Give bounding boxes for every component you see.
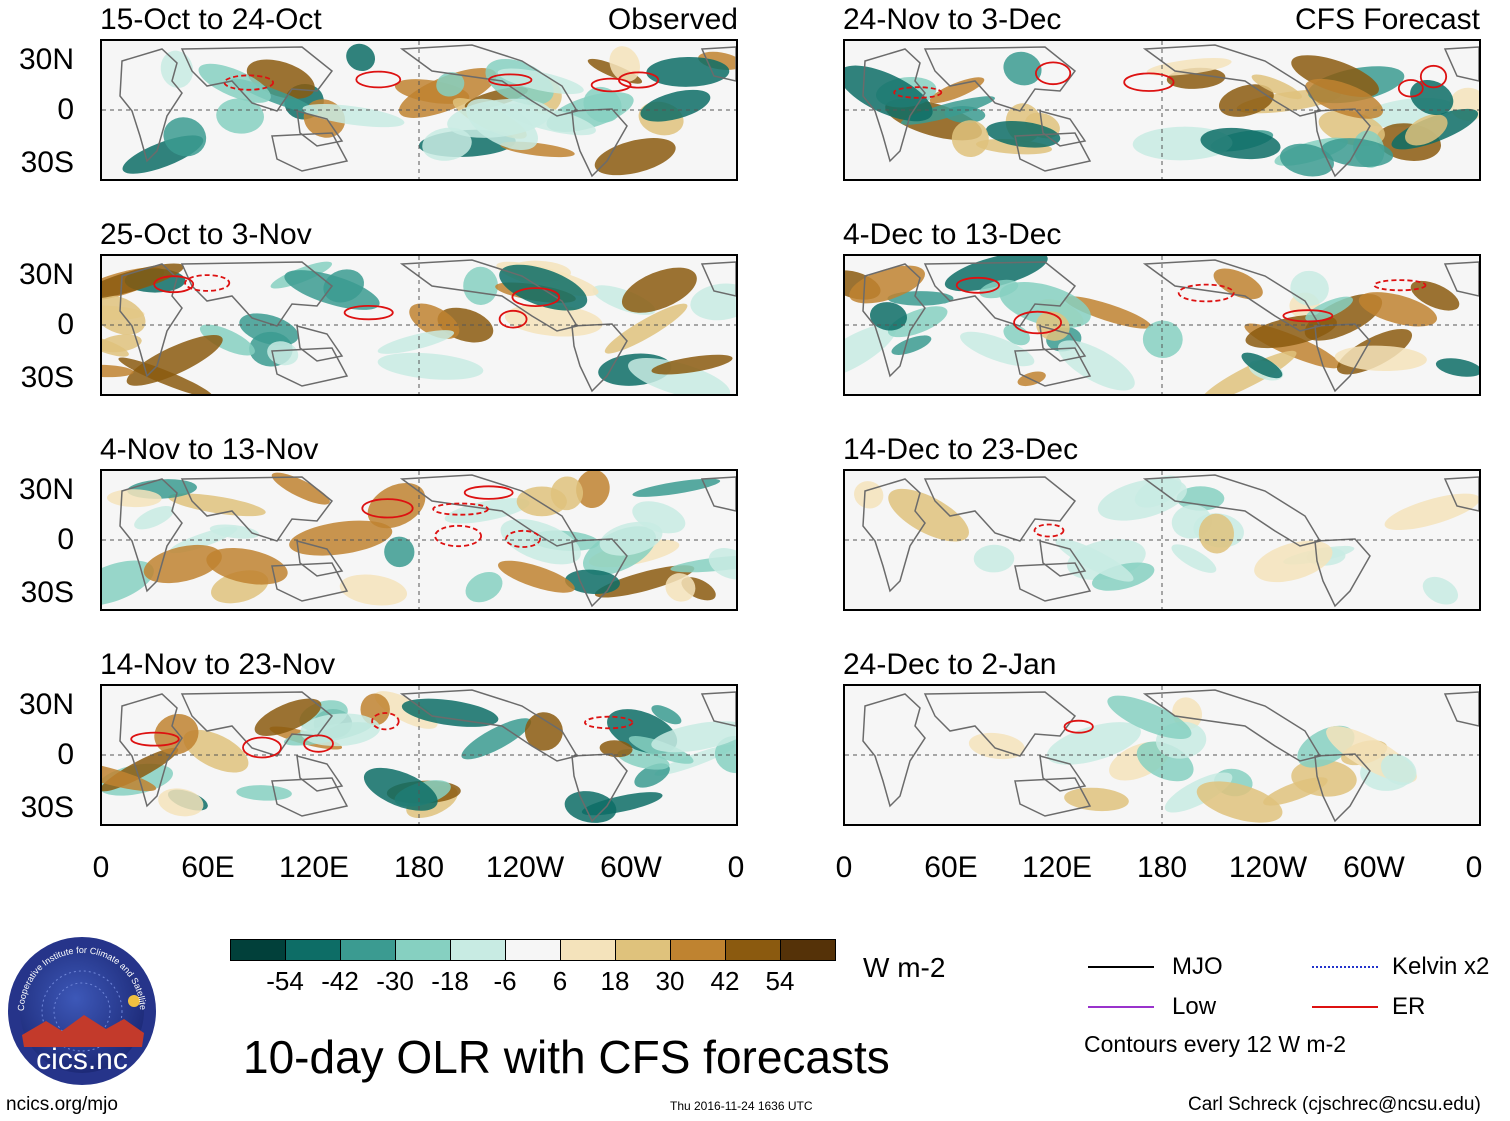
colorbar-swatch (285, 939, 341, 961)
colorbar-tick: 30 (655, 966, 685, 996)
lon-tick: 0 (727, 851, 745, 884)
olr-map (100, 39, 738, 181)
logo-text: cics.nc (36, 1043, 128, 1076)
colorbar-swatch (670, 939, 726, 961)
lat-tick: 30S (20, 791, 74, 824)
colorbar-tick: -54 (266, 966, 304, 996)
colorbar-swatch (230, 939, 286, 961)
panel-title: 24-Dec to 2-Jan (843, 648, 1057, 681)
legend-er-line (1312, 1006, 1378, 1008)
footer-timestamp: Thu 2016-11-24 1636 UTC (670, 1099, 813, 1113)
legend-er-label: ER (1392, 993, 1426, 1020)
colorbar-tick: -18 (431, 966, 469, 996)
colorbar-swatch (450, 939, 506, 961)
colorbar-swatch (560, 939, 616, 961)
lon-tick: 0 (835, 851, 853, 884)
lon-tick: 120E (278, 851, 350, 884)
colorbar-tick: 6 (552, 966, 568, 996)
lon-tick: 120W (485, 851, 565, 884)
olr-field (845, 686, 1479, 824)
colorbar-unit: W m-2 (863, 952, 946, 983)
footer-author: Carl Schreck (cjschrec@ncsu.edu) (1188, 1094, 1481, 1115)
panel-title: 15-Oct to 24-Oct (100, 3, 322, 36)
olr-map (100, 254, 738, 396)
colorbar-swatch (340, 939, 396, 961)
lon-tick: 60E (924, 851, 978, 884)
olr-field (102, 686, 736, 824)
colorbar-tick: 18 (600, 966, 630, 996)
legend-mjo-line (1088, 966, 1154, 968)
panel-title: 4-Dec to 13-Dec (843, 218, 1062, 251)
panel-title: 4-Nov to 13-Nov (100, 433, 319, 466)
cics-logo: Cooperative Institute for Climate and Sa… (4, 927, 158, 1087)
colorbar-tick: 42 (710, 966, 740, 996)
olr-field (102, 256, 736, 394)
olr-map (100, 684, 738, 826)
legend-low-line (1088, 1006, 1154, 1008)
lon-tick: 60W (600, 851, 662, 884)
olr-map (843, 469, 1481, 611)
footer-url[interactable]: ncics.org/mjo (6, 1094, 118, 1115)
olr-field (845, 471, 1479, 609)
lon-tick: 180 (393, 851, 445, 884)
lon-tick: 0 (92, 851, 110, 884)
colorbar-tick: -42 (321, 966, 359, 996)
cics-logo-graphic: Cooperative Institute for Climate and Sa… (4, 927, 156, 1085)
olr-field (845, 41, 1479, 179)
observed-label: Observed (607, 3, 738, 36)
colorbar-tick: -6 (493, 966, 517, 996)
colorbar-swatch (505, 939, 561, 961)
lon-tick: 180 (1136, 851, 1188, 884)
lat-tick: 0 (57, 93, 74, 126)
olr-map (843, 39, 1481, 181)
lon-tick: 120W (1228, 851, 1308, 884)
olr-map (843, 684, 1481, 826)
colorbar-swatch (615, 939, 671, 961)
olr-field (102, 471, 736, 609)
panel-title: 14-Dec to 23-Dec (843, 433, 1079, 466)
lat-tick: 30S (20, 576, 74, 609)
cfs-forecast-label: CFS Forecast (1294, 3, 1480, 36)
lat-tick: 30S (20, 146, 74, 179)
main-title: 10-day OLR with CFS forecasts (243, 1031, 890, 1083)
lat-tick: 30N (18, 43, 74, 76)
lat-tick: 30N (18, 473, 74, 506)
lon-tick: 60W (1343, 851, 1405, 884)
olr-field (102, 41, 736, 179)
lon-tick: 0 (1465, 851, 1483, 884)
colorbar-swatch (395, 939, 451, 961)
colorbar-swatch (725, 939, 781, 961)
lat-tick: 30N (18, 688, 74, 721)
colorbar-tick: -30 (376, 966, 414, 996)
olr-map (843, 254, 1481, 396)
lat-tick: 30S (20, 361, 74, 394)
lon-tick: 120E (1021, 851, 1093, 884)
legend-note: Contours every 12 W m-2 (1084, 1031, 1347, 1057)
lat-tick: 0 (57, 308, 74, 341)
legend-kelvin-label: Kelvin x2 (1392, 953, 1490, 980)
colorbar-tick: 54 (765, 966, 795, 996)
olr-field (845, 256, 1479, 394)
panel-title: 24-Nov to 3-Dec (843, 3, 1062, 36)
legend-kelvin-line (1312, 966, 1378, 968)
lat-tick: 0 (57, 523, 74, 556)
legend-low-label: Low (1172, 993, 1217, 1020)
colorbar-swatch (780, 939, 836, 961)
legend-mjo-label: MJO (1172, 953, 1223, 980)
lat-tick: 30N (18, 258, 74, 291)
lon-tick: 60E (181, 851, 235, 884)
olr-map (100, 469, 738, 611)
lat-tick: 0 (57, 738, 74, 771)
panel-title: 25-Oct to 3-Nov (100, 218, 312, 251)
panel-title: 14-Nov to 23-Nov (100, 648, 336, 681)
